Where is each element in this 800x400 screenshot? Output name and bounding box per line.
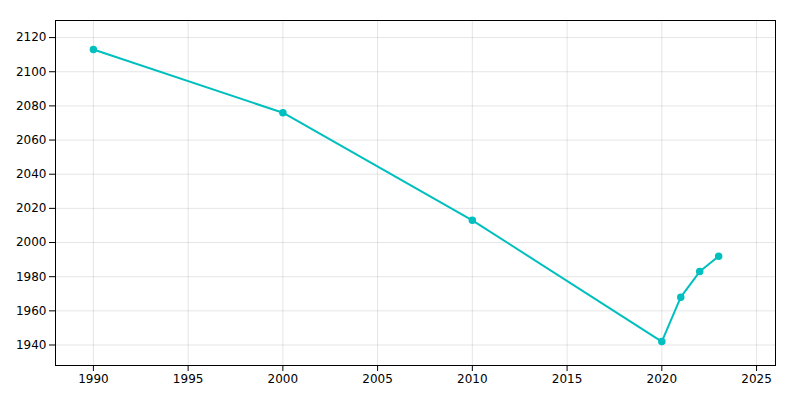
svg-text:2000: 2000: [16, 235, 47, 249]
svg-text:2005: 2005: [362, 372, 393, 386]
svg-text:1995: 1995: [173, 372, 204, 386]
svg-text:2060: 2060: [16, 133, 47, 147]
svg-text:2015: 2015: [552, 372, 583, 386]
svg-text:1990: 1990: [78, 372, 109, 386]
svg-text:2020: 2020: [647, 372, 678, 386]
svg-text:2120: 2120: [16, 30, 47, 44]
svg-text:2040: 2040: [16, 167, 47, 181]
svg-text:1960: 1960: [16, 304, 47, 318]
svg-text:2020: 2020: [16, 201, 47, 215]
svg-text:1980: 1980: [16, 270, 47, 284]
svg-text:1940: 1940: [16, 338, 47, 352]
svg-text:2100: 2100: [16, 65, 47, 79]
svg-text:2080: 2080: [16, 99, 47, 113]
svg-text:2025: 2025: [741, 372, 772, 386]
svg-text:2010: 2010: [457, 372, 488, 386]
svg-text:2000: 2000: [268, 372, 299, 386]
